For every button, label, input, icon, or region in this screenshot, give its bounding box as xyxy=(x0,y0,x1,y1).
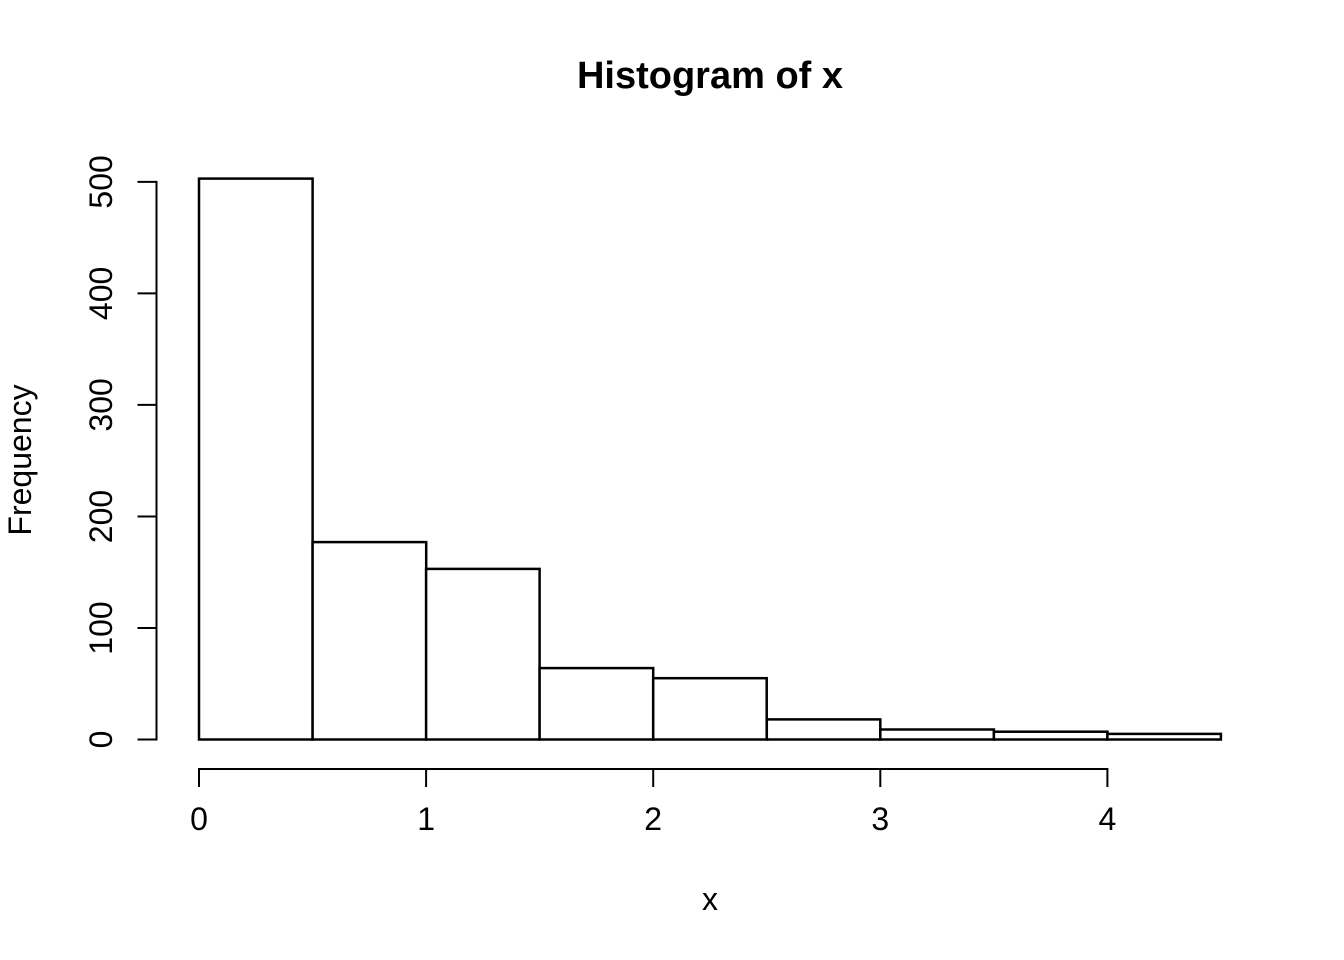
y-tick-label: 400 xyxy=(83,267,119,320)
histogram-bar xyxy=(879,728,996,741)
y-tick-label: 500 xyxy=(83,155,119,208)
histogram-bar xyxy=(424,567,541,741)
histogram-bar xyxy=(651,676,768,741)
y-tick-label: 200 xyxy=(83,490,119,543)
x-tick-label: 4 xyxy=(1099,801,1117,837)
x-axis: 0 1 2 3 4 xyxy=(190,768,1117,837)
x-tick-label: 1 xyxy=(417,801,435,837)
x-tick-label: 0 xyxy=(190,801,208,837)
x-axis-label: x xyxy=(702,881,718,917)
x-tick-label: 2 xyxy=(644,801,662,837)
y-axis: 0 100 200 300 400 500 xyxy=(83,155,158,749)
chart-title: Histogram of x xyxy=(577,55,843,97)
histogram-bar xyxy=(1106,732,1223,741)
histogram-bar xyxy=(197,177,314,741)
y-tick-label: 0 xyxy=(83,731,119,749)
y-tick-label: 300 xyxy=(83,378,119,431)
histogram-bar xyxy=(311,540,428,741)
y-axis-label: Frequency xyxy=(2,384,38,535)
y-tick-label: 100 xyxy=(83,601,119,654)
histogram-bar xyxy=(992,730,1109,741)
histogram-bar xyxy=(765,718,882,741)
histogram-bars xyxy=(197,177,1223,741)
x-tick-label: 3 xyxy=(871,801,889,837)
histogram-bar xyxy=(538,666,655,741)
